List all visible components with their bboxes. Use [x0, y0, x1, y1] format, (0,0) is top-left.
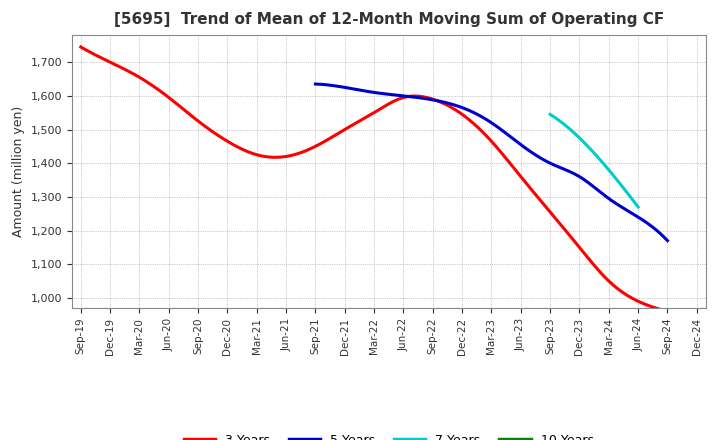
Title: [5695]  Trend of Mean of 12-Month Moving Sum of Operating CF: [5695] Trend of Mean of 12-Month Moving … — [114, 12, 664, 27]
Y-axis label: Amount (million yen): Amount (million yen) — [12, 106, 25, 237]
Legend: 3 Years, 5 Years, 7 Years, 10 Years: 3 Years, 5 Years, 7 Years, 10 Years — [179, 429, 598, 440]
